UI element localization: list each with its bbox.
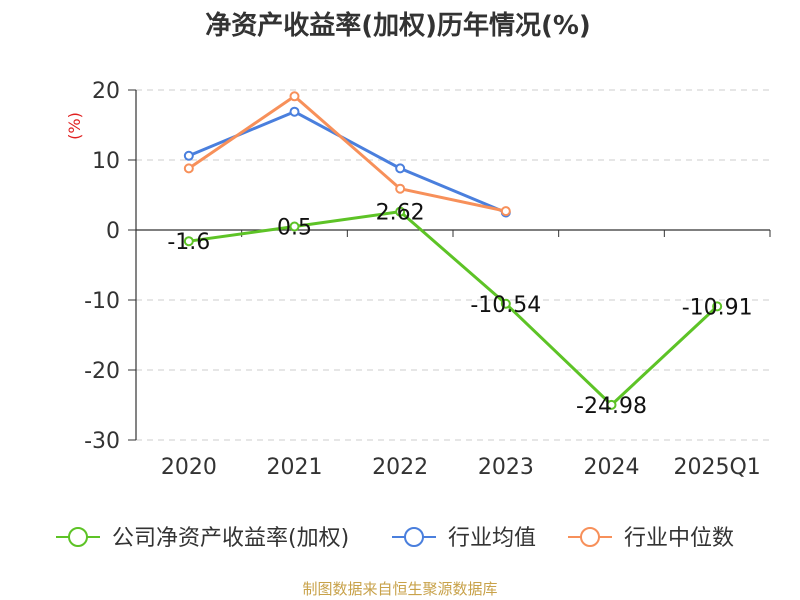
data-label: -1.6 xyxy=(167,230,210,255)
data-label: -10.91 xyxy=(682,295,753,320)
data-label: -24.98 xyxy=(576,394,647,419)
y-axis-unit: (%) xyxy=(65,112,84,140)
data-source-note: 制图数据来自恒生聚源数据库 xyxy=(302,580,497,598)
x-tick-label: 2020 xyxy=(161,455,217,480)
data-point[interactable] xyxy=(289,221,300,232)
series-line xyxy=(188,110,507,214)
legend-swatch-marker xyxy=(68,527,88,547)
data-point[interactable] xyxy=(500,206,511,217)
gridlines xyxy=(136,89,770,441)
y-tick-label: 20 xyxy=(92,79,120,104)
data-point[interactable] xyxy=(712,301,723,312)
x-tick-label: 2021 xyxy=(267,455,323,480)
y-tick-label: 10 xyxy=(92,149,120,174)
data-point[interactable] xyxy=(606,399,617,410)
data-point[interactable] xyxy=(395,206,406,217)
axes: 20 10 0 -10 -20 -30 2020 2021 2022 2023 2024 2025Q1 xyxy=(84,79,771,480)
legend[interactable]: 公司净资产收益率(加权) 行业均值 行业中位数 xyxy=(56,526,734,551)
series-line xyxy=(187,94,507,213)
data-point[interactable] xyxy=(395,183,406,194)
data-point[interactable] xyxy=(183,236,194,247)
series-group xyxy=(183,91,723,410)
x-tick-label: 2023 xyxy=(478,455,534,480)
x-tick-label: 2024 xyxy=(584,455,640,480)
y-tick-label: -30 xyxy=(84,429,120,454)
data-label: 2.62 xyxy=(376,201,425,226)
chart-title: 净资产收益率(加权)历年情况(%) xyxy=(205,10,591,41)
y-tick-label: -20 xyxy=(84,359,120,384)
legend-label[interactable]: 行业中位数 xyxy=(624,526,734,551)
data-point[interactable] xyxy=(183,150,194,161)
data-labels: -1.6 0.5 2.62 -10.54 -24.98 -10.91 xyxy=(167,201,752,419)
y-tick-label: 0 xyxy=(106,219,120,244)
x-tick-label: 2025Q1 xyxy=(674,455,761,480)
data-point[interactable] xyxy=(289,106,300,117)
series-line xyxy=(188,210,719,407)
data-label: 0.5 xyxy=(277,216,312,241)
data-label: -10.54 xyxy=(470,293,541,318)
data-point[interactable] xyxy=(395,163,406,174)
data-point[interactable] xyxy=(183,163,194,174)
legend-label[interactable]: 公司净资产收益率(加权) xyxy=(112,526,349,551)
y-tick-label: -10 xyxy=(84,289,120,314)
x-tick-label: 2022 xyxy=(372,455,428,480)
data-point[interactable] xyxy=(500,298,511,309)
data-point[interactable] xyxy=(289,91,300,102)
legend-label[interactable]: 行业均值 xyxy=(448,526,536,551)
legend-swatch-marker xyxy=(580,527,600,547)
legend-swatch-marker xyxy=(404,527,424,547)
